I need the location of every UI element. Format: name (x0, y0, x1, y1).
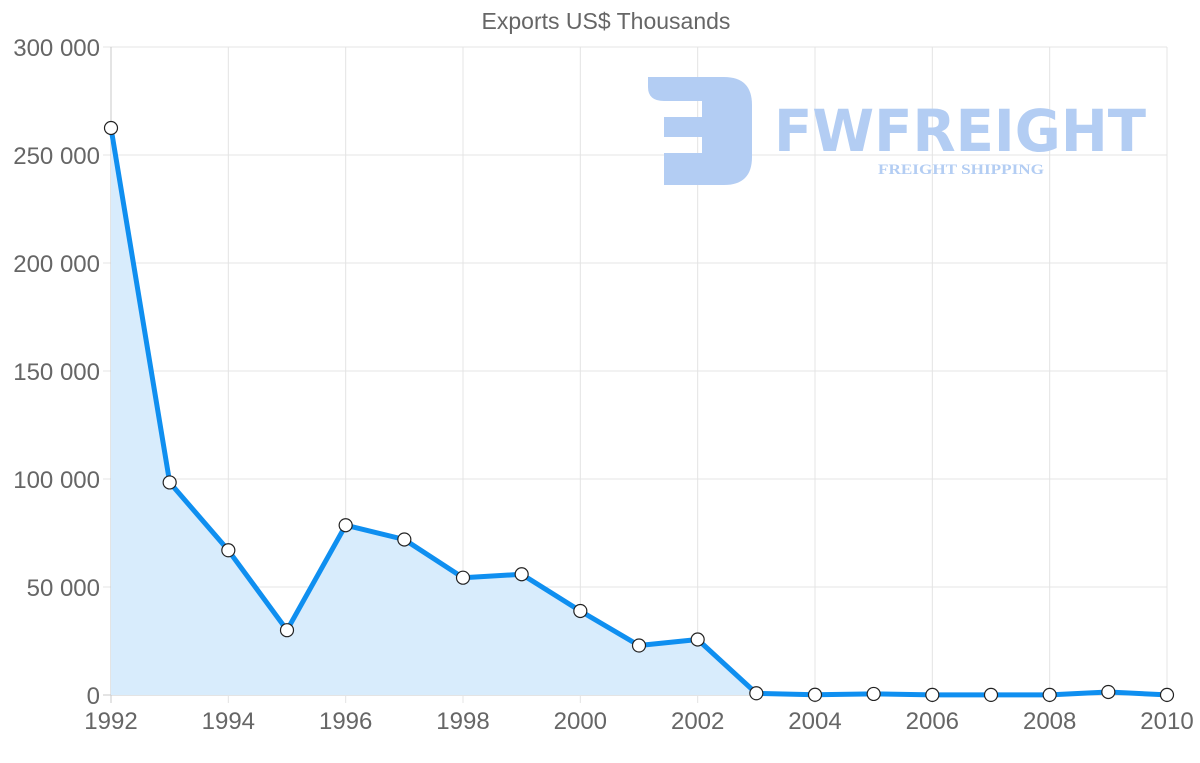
y-tick-label: 300 000 (13, 35, 100, 62)
data-point[interactable] (514, 567, 529, 582)
y-tick-label: 0 (87, 683, 100, 710)
data-points (103, 120, 1175, 702)
data-point[interactable] (749, 686, 764, 701)
data-point[interactable] (162, 475, 177, 490)
y-tick-label: 250 000 (13, 143, 100, 170)
data-point[interactable] (221, 543, 236, 558)
data-point[interactable] (279, 623, 295, 638)
tagline-text: FREIGHT SHIPPING (878, 162, 1044, 178)
fwfreight-logo-icon (648, 77, 752, 185)
x-tick-label: 1998 (436, 708, 489, 735)
area-fill (111, 128, 1167, 695)
fwfreight-watermark: FWFREIGHT FREIGHT SHIPPING (646, 73, 1166, 188)
data-point[interactable] (573, 603, 588, 619)
data-point[interactable] (1101, 684, 1116, 700)
x-tick-label: 1994 (202, 708, 255, 735)
x-tick-label: 1996 (319, 708, 372, 735)
x-tick-label: 2002 (671, 708, 724, 735)
data-point[interactable] (925, 687, 940, 702)
data-point[interactable] (1159, 687, 1175, 702)
data-point[interactable] (103, 120, 119, 136)
chart-title: Exports US$ Thousands (481, 8, 731, 34)
x-tick-label: 2000 (554, 708, 607, 735)
data-point[interactable] (807, 687, 823, 702)
x-tick-label: 2008 (1023, 708, 1076, 735)
x-axis: 1992 1994 1996 1998 2000 2002 2004 2006 2008 2010 (84, 708, 1193, 735)
y-tick-label: 150 000 (13, 359, 100, 386)
data-point[interactable] (1042, 687, 1057, 702)
data-point[interactable] (690, 632, 705, 647)
data-point[interactable] (338, 518, 353, 533)
data-point[interactable] (631, 638, 647, 653)
x-tick-label: 2006 (906, 708, 959, 735)
data-point[interactable] (983, 687, 999, 702)
y-tick-label: 50 000 (27, 575, 100, 602)
x-tick-label: 1992 (84, 708, 137, 735)
y-tick-label: 100 000 (13, 467, 100, 494)
data-point[interactable] (866, 686, 881, 702)
x-tick-label: 2004 (788, 708, 841, 735)
data-point[interactable] (455, 570, 471, 585)
y-tick-label: 200 000 (13, 251, 100, 278)
data-point[interactable] (397, 532, 412, 547)
y-axis: 0 50 000 100 000 150 000 200 000 250 000 300 0… (13, 35, 100, 710)
brand-text: FWFREIGHT (774, 97, 1146, 165)
series-line (108, 127, 1168, 698)
x-tick-label: 2010 (1140, 708, 1193, 735)
